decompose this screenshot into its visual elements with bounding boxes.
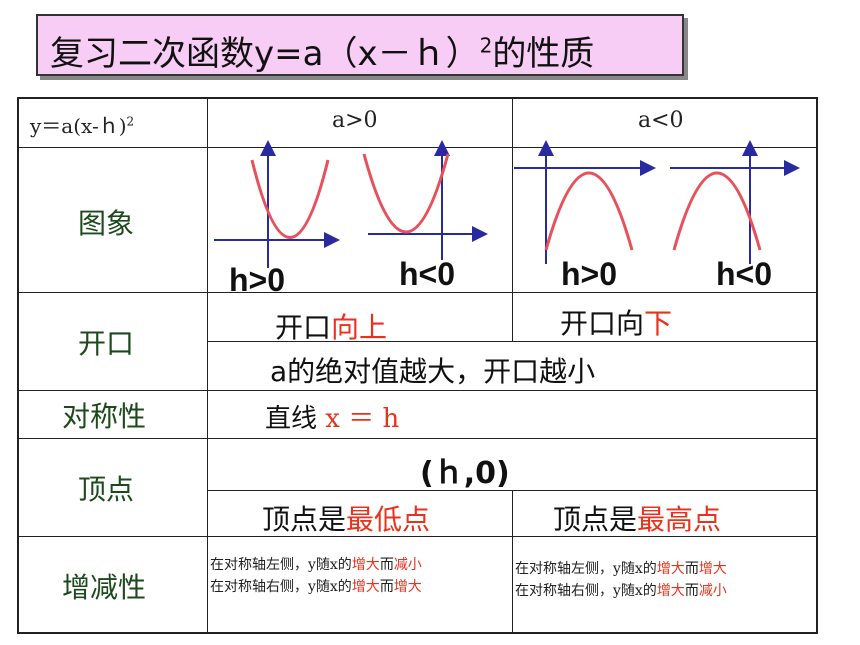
opening-positive: 开口向上 <box>275 311 388 344</box>
formula-header: y＝a(x-ｈ)2 <box>30 114 135 138</box>
header-a-negative: a<0 <box>638 108 684 133</box>
vertex-coordinate: (ｈ,0) <box>420 456 510 491</box>
monotonic-left-line: 在对称轴左侧，y随x的增大而减小 <box>210 557 422 573</box>
title-banner: 复习二次函数y=a（x－ｈ）2的性质 <box>36 14 684 76</box>
row-label-graph: 图象 <box>78 207 135 240</box>
monotonic-positive: 在对称轴左侧，y随x的增大而减小 在对称轴右侧，y随x的增大而增大 <box>210 554 422 598</box>
graph-label-h-positive-1: h>0 <box>229 262 286 298</box>
monotonic-right-line: 在对称轴右侧，y随x的增大而增大 <box>210 579 422 595</box>
opening-negative: 开口向下 <box>560 307 673 340</box>
graph-a-positive <box>214 140 488 268</box>
monotonic-left-line: 在对称轴左侧，y随x的增大而增大 <box>515 561 727 577</box>
vertex-positive: 顶点是最低点 <box>262 503 431 536</box>
vertex-negative: 顶点是最高点 <box>553 503 722 536</box>
row-label-monotonic: 增减性 <box>62 571 147 604</box>
parabola-curve <box>250 159 330 239</box>
symmetry-axis: 直线 x ＝ h <box>265 404 400 434</box>
monotonic-negative: 在对称轴左侧，y随x的增大而增大 在对称轴右侧，y随x的增大而减小 <box>515 558 727 602</box>
parabola-curve <box>544 171 634 251</box>
row-label-opening: 开口 <box>78 327 135 360</box>
row-label-vertex: 顶点 <box>78 473 135 506</box>
graph-label-h-negative-1: h<0 <box>399 256 456 292</box>
graph-label-h-negative-2: h<0 <box>716 256 773 292</box>
parabola-curve <box>362 153 450 234</box>
row-label-symmetry: 对称性 <box>62 400 147 433</box>
graph-label-h-positive-2: h>0 <box>561 256 618 292</box>
parabola-curve <box>672 171 762 251</box>
monotonic-right-line: 在对称轴右侧，y随x的增大而减小 <box>515 583 727 599</box>
opening-shared-note: a的绝对值越大，开口越小 <box>270 355 596 388</box>
page-title: 复习二次函数y=a（x－ｈ）2的性质 <box>50 33 595 74</box>
header-a-positive: a>0 <box>332 108 378 133</box>
graph-a-negative <box>514 140 800 264</box>
